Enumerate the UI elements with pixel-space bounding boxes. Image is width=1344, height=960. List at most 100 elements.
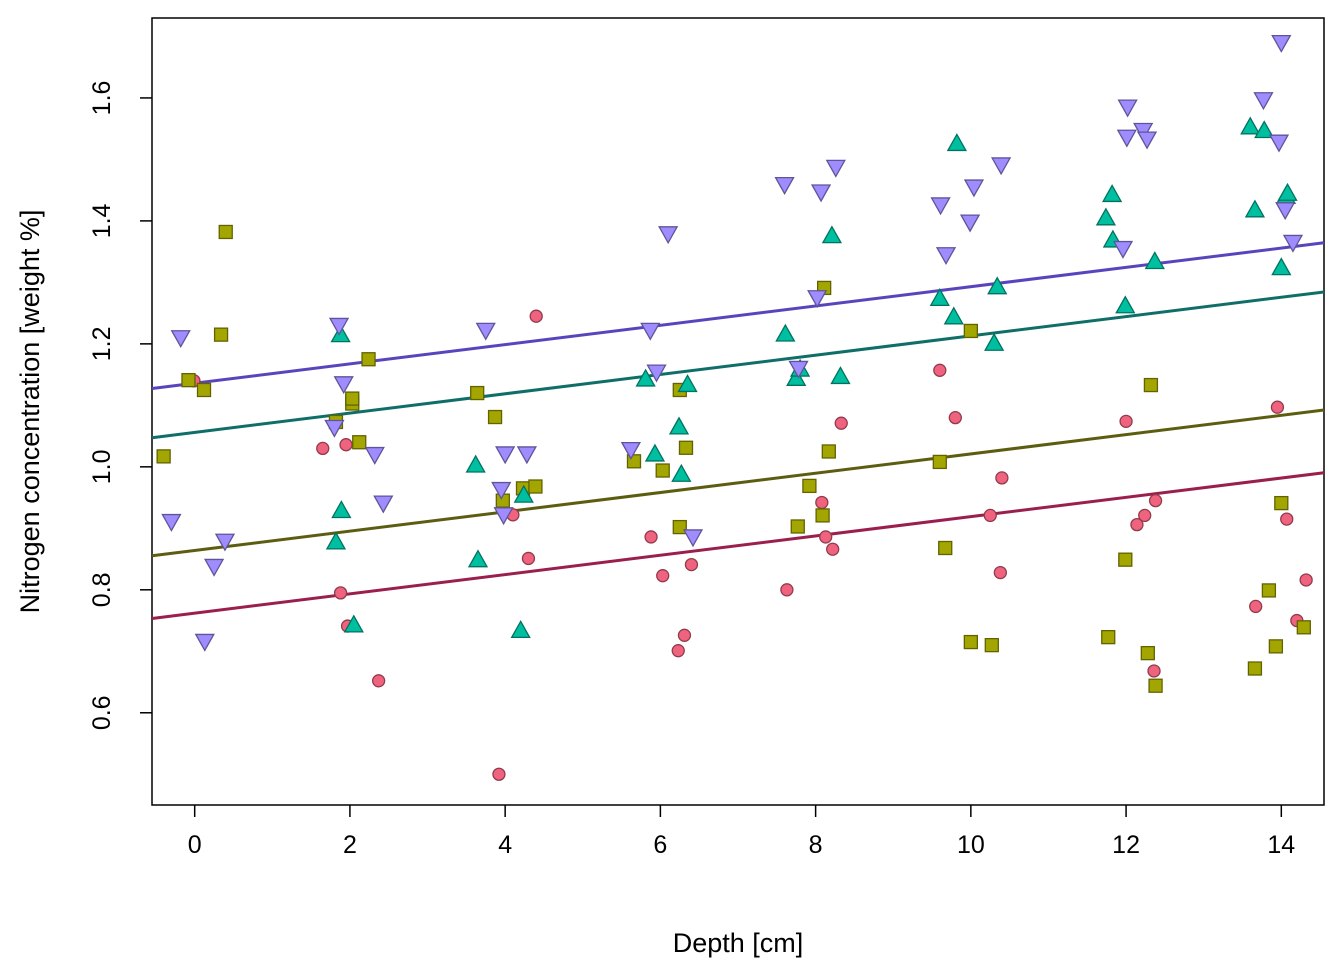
point-triangle-down [491, 481, 512, 500]
point-triangle-down [1253, 92, 1274, 111]
y-tick-label: 0.8 [88, 572, 116, 607]
x-tick-label: 6 [653, 831, 667, 859]
point-circle [644, 530, 658, 544]
point-square [1143, 377, 1159, 393]
point-circle [656, 569, 670, 583]
point-square [821, 444, 836, 459]
point-square [361, 352, 376, 367]
point-triangle-up [677, 374, 698, 393]
point-triangle-up [1240, 116, 1261, 135]
point-triangle-down [646, 364, 667, 383]
point-triangle-up [1271, 257, 1292, 276]
point-triangle-up [325, 531, 347, 550]
point-square [1118, 552, 1133, 567]
point-circle [339, 438, 353, 452]
point-triangle-down [214, 533, 236, 552]
point-triangle-down [640, 322, 661, 341]
point-triangle-up [830, 366, 851, 385]
point-triangle-down [203, 558, 225, 577]
point-square [470, 385, 485, 401]
y-tick-label: 1.2 [88, 326, 116, 361]
point-triangle-down [373, 495, 394, 514]
point-triangle-up [1277, 182, 1298, 201]
point-circle [1148, 494, 1163, 508]
point-circle [780, 583, 794, 597]
point-square [213, 327, 229, 342]
point-square [181, 372, 196, 388]
point-triangle-down [495, 446, 516, 465]
x-tick-label: 4 [498, 831, 512, 859]
point-triangle-down [959, 214, 981, 233]
point-circle [1147, 664, 1161, 678]
point-square [1268, 639, 1284, 654]
point-triangle-up [465, 454, 486, 473]
point-square [815, 508, 830, 523]
y-axis: 0.6 0.8 1.0 1.2 1.4 1.6 [88, 81, 152, 730]
point-square [487, 409, 503, 425]
point-triangle-down [1282, 234, 1304, 253]
point-square [1247, 661, 1263, 676]
point-triangle-up [330, 324, 351, 343]
point-triangle-down [774, 176, 795, 195]
point-square [655, 463, 670, 478]
point-square [1140, 645, 1155, 661]
point-circle [995, 471, 1009, 485]
point-triangle-down [991, 157, 1012, 176]
point-triangle-down [194, 633, 215, 652]
point-triangle-down [1136, 131, 1158, 150]
point-circle [834, 416, 848, 430]
point-circle [1138, 508, 1152, 523]
point-circle [371, 674, 386, 688]
point-circle [1270, 400, 1285, 414]
point-triangle-down [1112, 240, 1134, 259]
point-circle [1249, 599, 1263, 614]
point-circle [826, 542, 840, 556]
point-triangle-up [513, 484, 534, 503]
point-triangle-down [810, 184, 832, 203]
regression-line-circle [151, 471, 1325, 620]
point-square [156, 449, 171, 464]
point-triangle-down [364, 446, 385, 465]
x-tick-label: 0 [188, 831, 202, 859]
x-axis-title: Depth [cm] [673, 928, 804, 958]
point-circle [819, 530, 833, 544]
point-circle [1280, 512, 1294, 526]
point-circle [815, 495, 829, 510]
point-triangle-down [930, 197, 951, 216]
point-square [1261, 583, 1277, 598]
point-square [528, 479, 543, 494]
x-tick-label: 12 [1112, 831, 1140, 859]
point-square [672, 519, 687, 535]
point-circle [671, 644, 685, 658]
point-circle [521, 551, 536, 566]
point-triangle-down [807, 290, 828, 309]
point-triangle-up [644, 443, 666, 462]
regression-lines [151, 241, 1325, 620]
regression-line-triangle-up [151, 290, 1325, 440]
point-triangle-down [658, 226, 679, 245]
point-triangle-up [1254, 120, 1275, 139]
point-circle [684, 557, 699, 572]
point-triangle-up [946, 133, 967, 152]
point-circle [1119, 414, 1133, 428]
point-square [984, 637, 999, 653]
regression-line-triangle-down [151, 241, 1325, 391]
y-tick-label: 1.4 [88, 203, 116, 238]
point-triangle-down [161, 513, 182, 532]
point-circle [529, 309, 543, 323]
point-triangle-up [929, 288, 950, 307]
point-triangle-up [1244, 199, 1266, 218]
point-triangle-up [343, 614, 364, 633]
point-square [218, 224, 233, 240]
point-square [1101, 629, 1116, 645]
data-points [156, 34, 1313, 781]
point-square [938, 540, 953, 556]
point-triangle-up [786, 367, 807, 386]
point-triangle-down [516, 446, 537, 465]
point-triangle-up [467, 549, 489, 568]
point-circle [492, 767, 506, 781]
point-triangle-up [635, 368, 656, 387]
point-circle [933, 363, 947, 377]
